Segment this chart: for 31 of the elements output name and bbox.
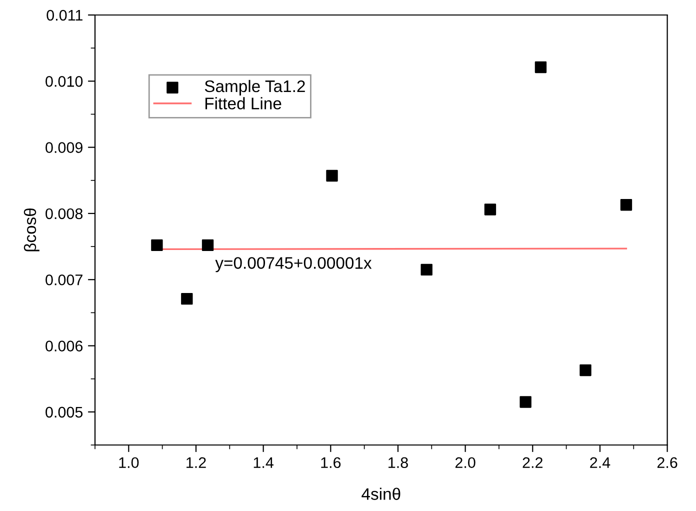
point <box>620 199 632 211</box>
point <box>534 61 547 74</box>
legend-label: Sample Ta1.2 <box>204 80 305 96</box>
y-tick-label: 0.008 <box>46 208 83 220</box>
x-tick-label: 2.0 <box>455 457 476 468</box>
y-tick-label: 0.010 <box>46 76 83 87</box>
y-tick-label: 0.011 <box>46 10 82 21</box>
y-tick-label: 0.007 <box>46 274 82 286</box>
x-tick-label: 2.4 <box>590 457 610 468</box>
point <box>151 239 163 252</box>
annotation: y=0.00745+0.00001x <box>215 257 372 272</box>
x-tick-label: 1.8 <box>388 457 408 468</box>
y-tick-label: 0.006 <box>46 340 83 352</box>
legend-label: Fitted Line <box>205 97 282 110</box>
x-tick-label: 1.0 <box>119 457 139 468</box>
point <box>420 264 432 276</box>
point <box>520 396 532 408</box>
point <box>181 292 193 305</box>
x-tick-label: 2.6 <box>657 457 678 468</box>
y-tick-label: 0.005 <box>46 406 83 418</box>
point <box>580 364 592 376</box>
point <box>326 170 338 182</box>
point <box>202 239 214 252</box>
x-tick-label: 1.2 <box>186 457 206 468</box>
y-tick-label: 0.009 <box>46 142 82 153</box>
point <box>484 204 496 216</box>
x-tick-label: 2.2 <box>522 457 542 468</box>
x-axis-title: 4sinθ <box>362 488 400 500</box>
y-axis-title: βcosθ <box>24 208 40 252</box>
x-tick-label: 1.6 <box>321 457 341 468</box>
x-tick-label: 1.4 <box>254 457 274 468</box>
